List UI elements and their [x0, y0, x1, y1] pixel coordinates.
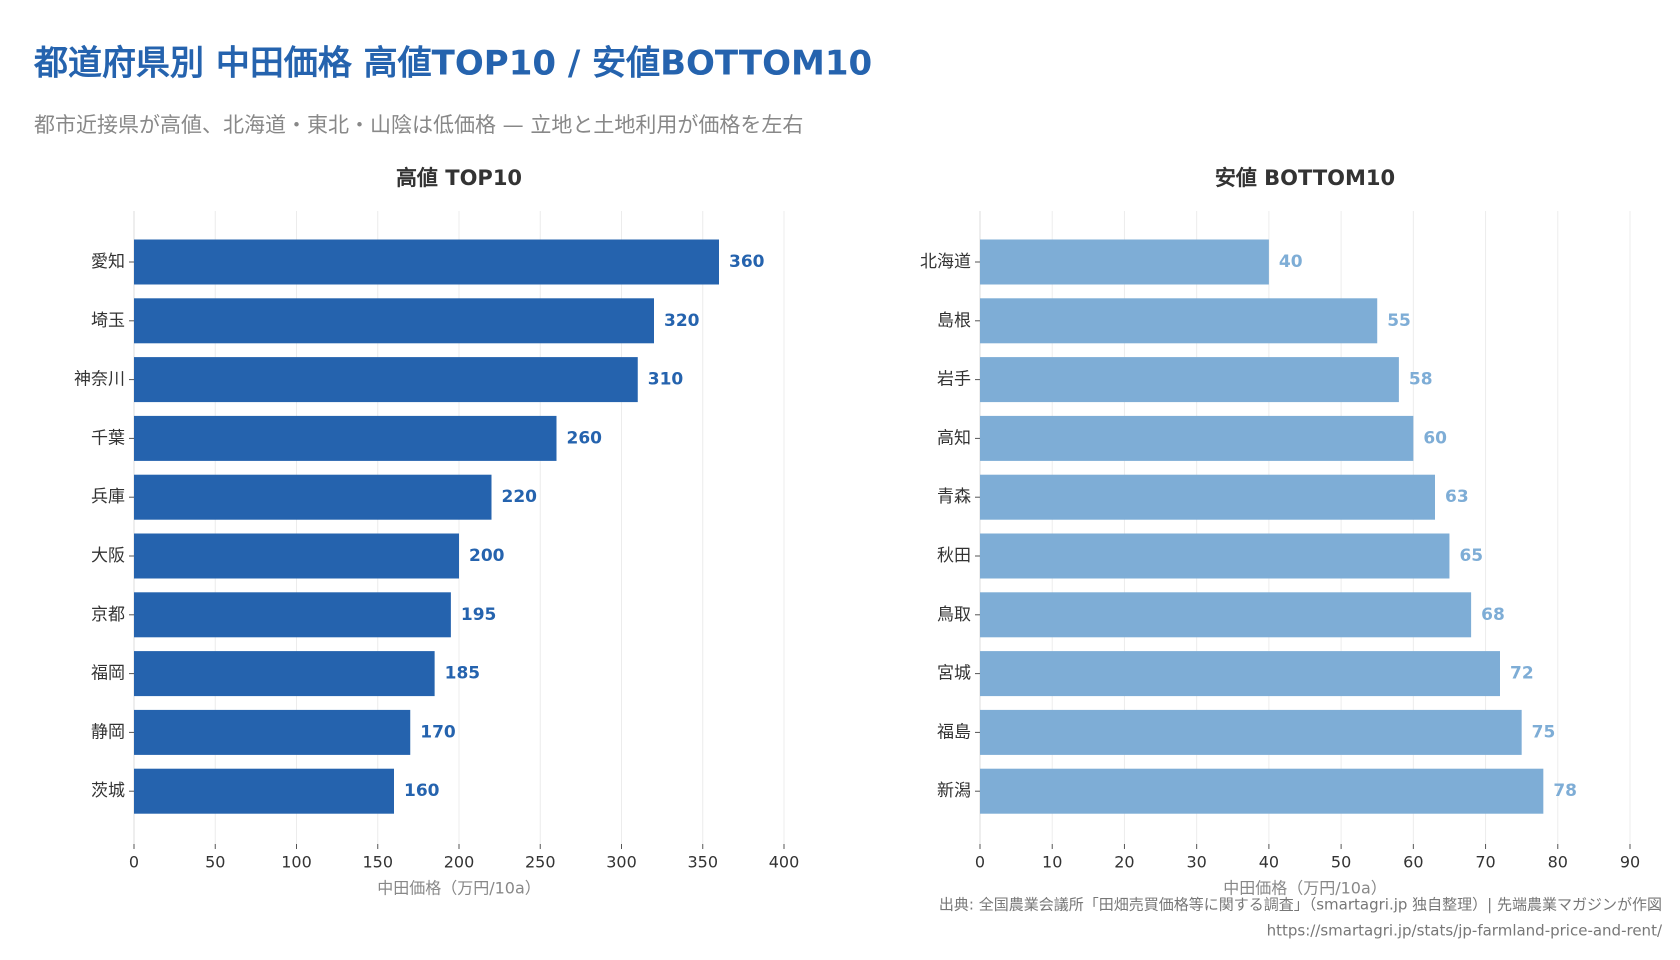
y-tick-label: 宮城 [937, 664, 971, 684]
y-tick-label: 北海道 [920, 252, 971, 272]
y-tick-label: 青森 [937, 487, 971, 507]
x-tick-label: 250 [525, 853, 556, 872]
value-label: 58 [1409, 370, 1433, 390]
y-tick-label: 埼玉 [91, 311, 125, 331]
x-tick-label: 20 [1114, 853, 1134, 872]
bar [980, 239, 1269, 285]
bar [980, 357, 1399, 403]
x-tick-label: 50 [205, 853, 225, 872]
x-tick-label: 0 [975, 853, 985, 872]
value-label: 320 [664, 311, 700, 331]
bar [980, 592, 1472, 638]
bar [134, 768, 394, 814]
x-tick-label: 350 [687, 853, 718, 872]
value-label: 220 [502, 487, 538, 507]
y-tick-label: 高知 [937, 428, 971, 448]
y-tick-label: 岩手 [937, 370, 971, 390]
bar [980, 709, 1522, 755]
value-label: 68 [1481, 605, 1505, 625]
chart-title: 安値 BOTTOM10 [1215, 166, 1395, 190]
value-label: 195 [461, 605, 497, 625]
x-tick-label: 10 [1042, 853, 1062, 872]
bar [980, 533, 1450, 579]
subtitle: 都市近接県が高値、北海道・東北・山陰は低価格 — 立地と土地利用が価格を左右 [34, 113, 803, 137]
x-tick-label: 40 [1259, 853, 1279, 872]
y-tick-label: 島根 [937, 311, 971, 331]
source: 出典: 全国農業会議所「田畑売買価格等に関する調査」（smartagri.jp … [939, 896, 1662, 914]
y-tick-label: 神奈川 [74, 370, 125, 390]
bar [980, 651, 1500, 697]
y-tick-label: 兵庫 [91, 487, 125, 507]
value-label: 60 [1423, 428, 1447, 448]
bar [134, 592, 451, 638]
value-label: 72 [1510, 664, 1534, 684]
value-label: 170 [420, 722, 456, 742]
y-tick-label: 千葉 [91, 428, 125, 448]
value-label: 160 [404, 781, 440, 801]
value-label: 75 [1532, 722, 1556, 742]
x-tick-label: 30 [1186, 853, 1206, 872]
bar [980, 768, 1544, 814]
y-tick-label: 静岡 [91, 722, 125, 742]
value-label: 63 [1445, 487, 1469, 507]
value-label: 78 [1553, 781, 1577, 801]
bar [134, 709, 411, 755]
chart-title: 高値 TOP10 [396, 166, 522, 190]
bar [980, 474, 1435, 520]
x-tick-label: 200 [444, 853, 475, 872]
bar [134, 533, 459, 579]
x-tick-label: 150 [362, 853, 393, 872]
y-tick-label: 福岡 [91, 664, 125, 684]
y-tick-label: 鳥取 [937, 605, 971, 625]
y-tick-label: 大阪 [91, 546, 125, 566]
value-label: 185 [445, 664, 481, 684]
y-tick-label: 茨城 [91, 781, 125, 801]
bar [134, 298, 654, 344]
value-label: 65 [1459, 546, 1483, 566]
value-label: 360 [729, 252, 765, 272]
title: 都道府県別 中田価格 高値TOP10 / 安値BOTTOM10 [33, 44, 872, 84]
bar [134, 474, 492, 520]
url: https://smartagri.jp/stats/jp-farmland-p… [1267, 922, 1663, 940]
x-tick-label: 70 [1475, 853, 1495, 872]
x-axis-label: 中田価格（万円/10a） [377, 879, 541, 898]
bar [980, 415, 1414, 461]
y-tick-label: 京都 [91, 605, 125, 625]
y-tick-label: 秋田 [937, 546, 971, 566]
value-label: 55 [1387, 311, 1411, 331]
bar [134, 651, 435, 697]
bar [134, 415, 557, 461]
x-tick-label: 90 [1620, 853, 1640, 872]
value-label: 260 [567, 428, 603, 448]
x-tick-label: 60 [1403, 853, 1423, 872]
value-label: 200 [469, 546, 505, 566]
y-tick-label: 新潟 [937, 781, 971, 801]
bar [980, 298, 1378, 344]
x-tick-label: 100 [281, 853, 312, 872]
bar [134, 239, 719, 285]
x-tick-label: 80 [1548, 853, 1568, 872]
y-tick-label: 愛知 [91, 252, 125, 272]
bar [134, 357, 638, 403]
x-tick-label: 50 [1331, 853, 1351, 872]
x-tick-label: 400 [769, 853, 800, 872]
y-tick-label: 福島 [937, 722, 971, 742]
x-tick-label: 0 [129, 853, 139, 872]
x-axis-label: 中田価格（万円/10a） [1223, 879, 1387, 898]
value-label: 310 [648, 370, 684, 390]
x-tick-label: 300 [606, 853, 637, 872]
value-label: 40 [1279, 252, 1303, 272]
